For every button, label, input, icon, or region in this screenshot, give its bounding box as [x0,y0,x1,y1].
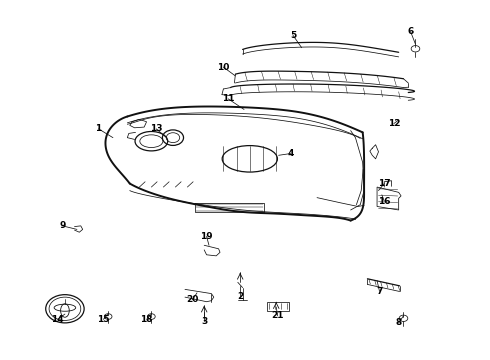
Text: 10: 10 [217,63,230,72]
Text: 21: 21 [271,311,284,320]
Text: 2: 2 [237,292,244,301]
Text: 16: 16 [378,197,391,206]
Text: 9: 9 [59,221,66,230]
Text: 11: 11 [222,94,234,103]
Text: 14: 14 [51,315,64,324]
Text: 12: 12 [388,119,400,128]
Text: 18: 18 [140,315,153,324]
Text: 6: 6 [408,27,414,36]
Text: 19: 19 [200,232,213,241]
Text: 13: 13 [150,124,162,133]
Text: 4: 4 [288,149,294,158]
Text: 15: 15 [97,315,110,324]
Text: 17: 17 [378,179,391,188]
Text: 3: 3 [201,317,207,325]
Text: 1: 1 [96,124,101,133]
Text: 20: 20 [186,296,198,305]
Text: 7: 7 [376,287,383,296]
Text: 8: 8 [395,318,402,327]
Text: 5: 5 [290,31,296,40]
